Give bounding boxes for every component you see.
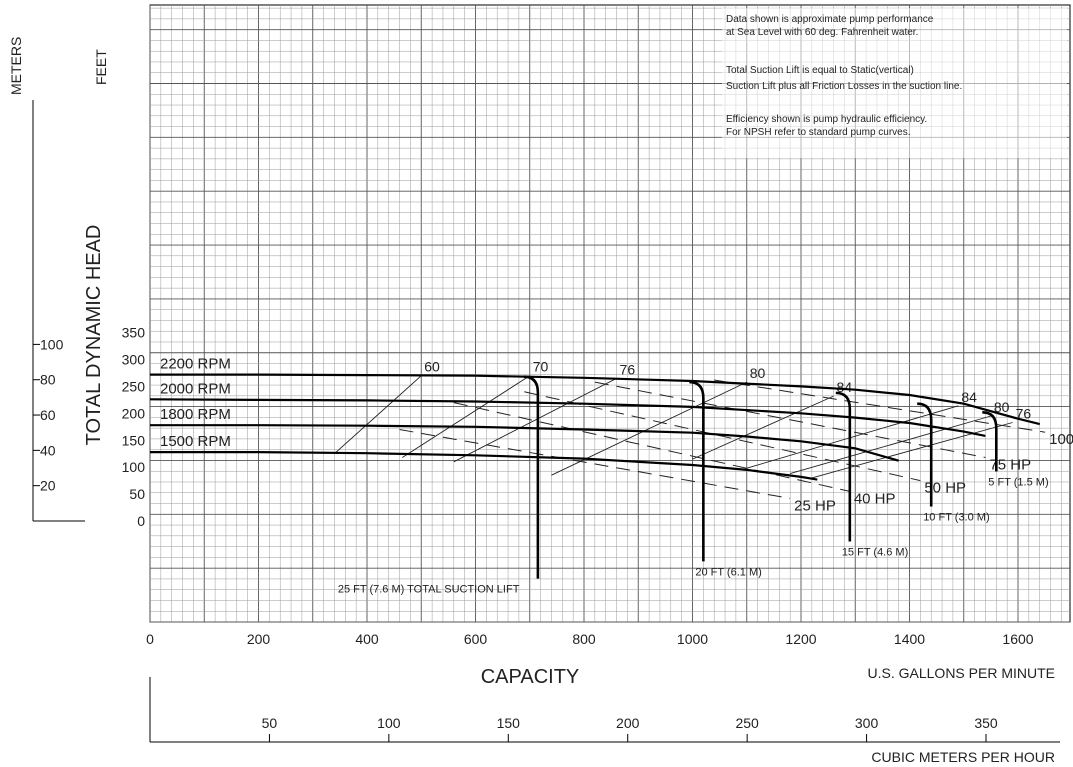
rpm-curve bbox=[150, 424, 899, 462]
x-tick-label: 600 bbox=[464, 631, 488, 647]
suction-lift-label: 25 FT (7.6 M) TOTAL SUCTION LIFT bbox=[338, 584, 520, 596]
suction-lift-line bbox=[917, 402, 933, 507]
horsepower-line bbox=[399, 429, 791, 499]
x-tick-label: 1400 bbox=[894, 631, 925, 647]
note-line: Efficiency shown is pump hydraulic effic… bbox=[726, 114, 927, 125]
note-line: Data shown is approximate pump performan… bbox=[726, 14, 934, 25]
efficiency-label: 76 bbox=[620, 361, 636, 377]
notes-box: Data shown is approximate pump performan… bbox=[722, 8, 1067, 158]
y-axis-label: TOTAL DYNAMIC HEAD bbox=[83, 225, 105, 446]
rpm-curve bbox=[150, 451, 818, 481]
efficiency-line bbox=[402, 375, 531, 458]
x-tick-label: 0 bbox=[146, 631, 154, 647]
horsepower-line bbox=[524, 391, 921, 482]
horsepower-label: 50 HP bbox=[924, 480, 966, 497]
suction-lift-line bbox=[689, 380, 705, 562]
x-axis-unit: U.S. GALLONS PER MINUTE bbox=[868, 665, 1055, 681]
efficiency-line bbox=[692, 395, 834, 460]
x2-tick-label: 300 bbox=[855, 715, 879, 731]
efficiency-label: 84 bbox=[961, 389, 977, 405]
notes-panel bbox=[722, 8, 1067, 158]
note-line: Total Suction Lift is equal to Static(ve… bbox=[726, 65, 914, 76]
x-tick-label: 200 bbox=[247, 631, 271, 647]
horsepower-label: 40 HP bbox=[854, 490, 896, 507]
suction-lift-line bbox=[835, 391, 852, 542]
y2-axis-unit: METERS bbox=[8, 37, 24, 95]
x2-tick-label: 200 bbox=[616, 715, 640, 731]
note-line: at Sea Level with 60 deg. Fahrenheit wat… bbox=[726, 27, 918, 38]
efficiency-label: 84 bbox=[837, 379, 853, 395]
y-tick-label: 100 bbox=[122, 459, 146, 475]
horsepower-line bbox=[594, 381, 986, 458]
efficiency-line bbox=[811, 422, 1013, 479]
rpm-curve bbox=[149, 398, 986, 437]
efficiency-label: 60 bbox=[424, 359, 440, 375]
suction-lift-label: 5 FT (1.5 M) bbox=[988, 476, 1048, 488]
y2-tick-label: 20 bbox=[40, 478, 56, 494]
note-line: For NPSH refer to standard pump curves. bbox=[726, 127, 911, 138]
efficiency-line bbox=[334, 375, 422, 455]
x-tick-label: 1600 bbox=[1002, 631, 1033, 647]
horsepower-label: 100 HP bbox=[1049, 431, 1073, 448]
x-tick-label: 1200 bbox=[785, 631, 816, 647]
x-axis-label: CAPACITY bbox=[481, 666, 580, 688]
rpm-curves: 2200 RPM 2000 RPM 1800 RPM 1500 RPM bbox=[149, 356, 1040, 481]
efficiency-line bbox=[453, 377, 617, 463]
suction-lift-label: 20 FT (6.1 M) bbox=[695, 566, 761, 578]
rpm-label: 1500 RPM bbox=[160, 433, 231, 450]
suction-lift-lines: 5 FT (1.5 M) 10 FT (3.0 M) 15 FT (4.6 M) 20… bbox=[338, 375, 1049, 596]
x2-tick-label: 150 bbox=[497, 715, 521, 731]
efficiency-label: 76 bbox=[1016, 405, 1032, 421]
horsepower-line bbox=[714, 379, 1046, 433]
y2-tick-label: 80 bbox=[40, 372, 56, 388]
efficiency-label: 80 bbox=[750, 365, 766, 381]
horsepower-line bbox=[453, 402, 850, 492]
efficiency-line bbox=[746, 405, 959, 469]
rpm-label: 1800 RPM bbox=[160, 406, 231, 423]
horsepower-label: 25 HP bbox=[794, 497, 836, 514]
horsepower-lines: 25 HP 40 HP 50 HP 75 HP 100 HP bbox=[399, 379, 1073, 514]
x2-axis-unit: CUBIC METERS PER HOUR bbox=[871, 749, 1055, 765]
y2-tick-label: 100 bbox=[40, 336, 64, 352]
efficiency-label: 70 bbox=[533, 359, 549, 375]
rpm-curve bbox=[150, 373, 1040, 426]
suction-lift-line bbox=[523, 375, 540, 579]
y-tick-label: 0 bbox=[137, 513, 145, 529]
x-tick-label: 400 bbox=[355, 631, 379, 647]
x2-tick-label: 100 bbox=[377, 715, 401, 731]
y-tick-label: 350 bbox=[122, 325, 146, 341]
y-tick-label: 250 bbox=[122, 378, 146, 394]
x2-tick-label: 350 bbox=[974, 715, 998, 731]
y-tick-label: 150 bbox=[122, 432, 146, 448]
x-tick-label: 1000 bbox=[677, 631, 708, 647]
note-line: Suction Lift plus all Friction Losses in… bbox=[726, 81, 962, 92]
efficiency-line bbox=[789, 415, 992, 475]
y-tick-label: 50 bbox=[129, 486, 145, 502]
y-tick-label: 300 bbox=[122, 352, 146, 368]
suction-lift-label: 15 FT (4.6 M) bbox=[842, 546, 908, 558]
x2-tick-label: 50 bbox=[262, 715, 278, 731]
x2-tick-label: 250 bbox=[735, 715, 759, 731]
y-axis-unit: FEET bbox=[93, 49, 109, 85]
horsepower-label: 75 HP bbox=[989, 456, 1031, 473]
y-tick-label: 200 bbox=[122, 405, 146, 421]
x-tick-label: 800 bbox=[572, 631, 596, 647]
efficiency-label: 80 bbox=[994, 399, 1010, 415]
y2-tick-label: 40 bbox=[40, 442, 56, 458]
rpm-label: 2200 RPM bbox=[160, 356, 231, 373]
y2-tick-label: 60 bbox=[40, 407, 56, 423]
suction-lift-label: 10 FT (3.0 M) bbox=[923, 511, 989, 523]
rpm-label: 2000 RPM bbox=[160, 380, 231, 397]
suction-lift-line bbox=[982, 410, 998, 472]
